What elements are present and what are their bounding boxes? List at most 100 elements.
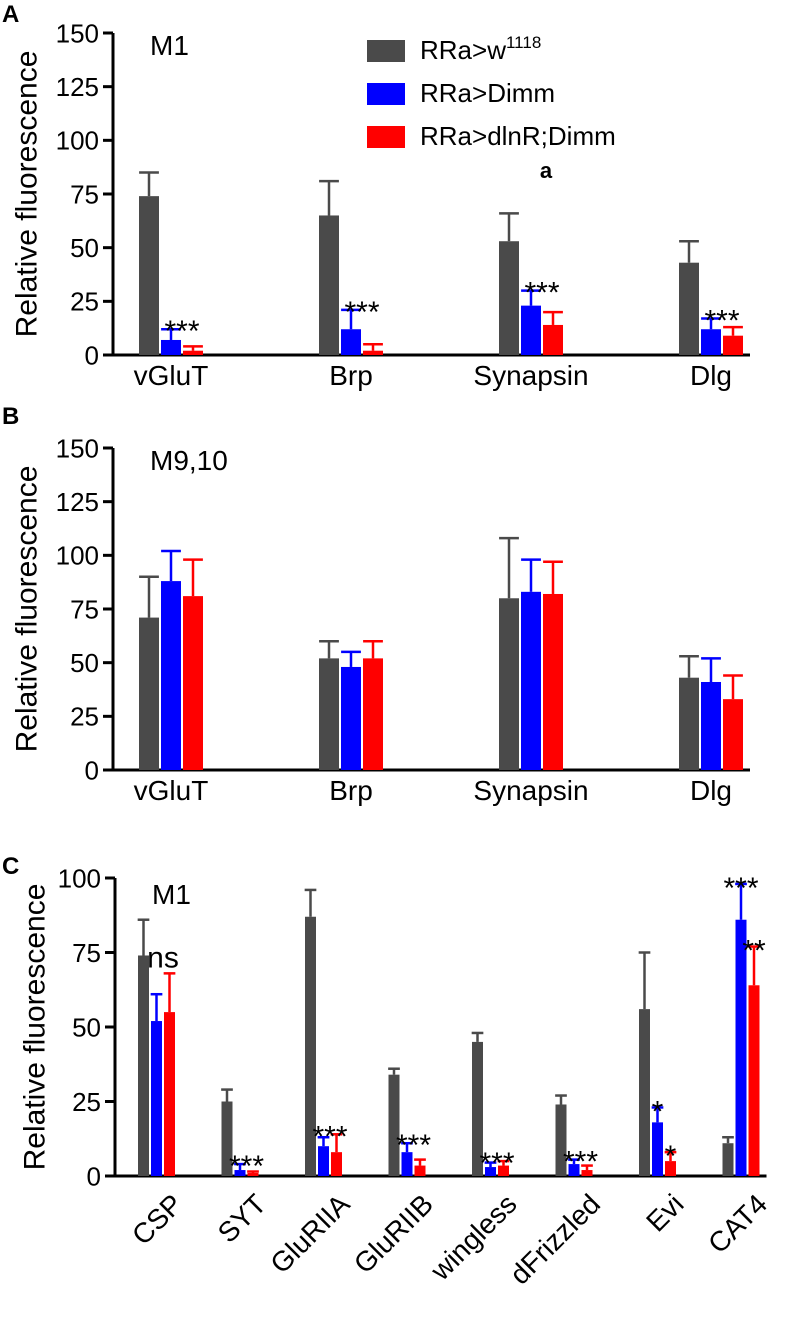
- bar-wingless-s1: [485, 1167, 496, 1176]
- bar-vglut-s1: [161, 581, 181, 770]
- legend-label-text: RRa>dlnR;Dimm: [420, 121, 616, 151]
- chart-panel-a: A Relative fluorescence 0 25 50 75 100 125 150 M1…: [2, 1, 750, 391]
- y-tick-label: 50: [70, 648, 99, 678]
- x-tick-label: Evi: [640, 1188, 689, 1237]
- legend-label-text: RRa>w: [420, 35, 506, 65]
- y-tick-label: 100: [56, 126, 99, 156]
- y-tick-label: 75: [70, 594, 99, 624]
- significance-label: ***: [396, 1129, 431, 1162]
- x-tick-label: Brp: [329, 775, 373, 806]
- bar-syt-s2: [247, 1173, 259, 1176]
- bar-brp-s2: [363, 658, 383, 770]
- y-axis-label: Relative fluorescence: [11, 51, 44, 338]
- bar-vglut-s1: [161, 339, 181, 355]
- x-tick-label: CSP: [126, 1188, 189, 1251]
- bar-gluriib-s2: [414, 1165, 426, 1176]
- bar-vglut-s0: [139, 617, 159, 770]
- bar-evi-s2: [665, 1161, 676, 1176]
- bar-dlg-s0: [679, 677, 699, 770]
- chart-panel-b: B Relative fluorescence 0 25 50 75 100 125 150 M9…: [2, 403, 750, 806]
- bar-gluriia-s1: [318, 1146, 329, 1176]
- significance-label: ***: [344, 296, 379, 329]
- bar-brp-s1: [341, 329, 361, 355]
- bar-csp-s0: [138, 955, 149, 1176]
- y-axis-label: Relative fluorescence: [19, 884, 52, 1171]
- bar-syt-s1: [234, 1170, 246, 1176]
- bar-synapsin-s2: [543, 324, 563, 355]
- bar-wingless-s2: [498, 1165, 509, 1176]
- bar-evi-s1: [652, 1122, 663, 1176]
- legend: RRa>w1118 RRa>Dimm RRa>dlnR;Dimm: [367, 33, 616, 151]
- significance-label: ns: [147, 941, 179, 974]
- significance-label: ***: [479, 1147, 514, 1180]
- legend-swatch: [367, 40, 405, 62]
- legend-label-superscript: 1118: [506, 33, 541, 52]
- panel-subtitle: M1: [152, 879, 191, 910]
- significance-label: *: [665, 1140, 677, 1173]
- x-tick-label: Synapsin: [473, 775, 588, 806]
- y-tick-label: 125: [56, 487, 99, 517]
- bar-dlg-s2: [723, 335, 743, 355]
- y-tick-label: 150: [56, 18, 99, 48]
- bar-csp-s2: [164, 1012, 175, 1176]
- bar-dlg-s1: [701, 681, 721, 770]
- y-tick-label: 150: [56, 433, 99, 463]
- x-tick-label: Synapsin: [473, 360, 588, 391]
- significance-label: ***: [524, 277, 559, 310]
- y-tick-label: 25: [70, 702, 99, 732]
- y-tick-label: 50: [70, 233, 99, 263]
- bar-gluriia-s2: [331, 1152, 342, 1176]
- bar-cat4-s1: [735, 919, 747, 1176]
- bar-syt-s0: [221, 1101, 233, 1176]
- y-tick-label: 0: [85, 755, 99, 785]
- bar-evi-s0: [639, 1009, 650, 1176]
- bar-gluriib-s1: [401, 1152, 413, 1176]
- bar-brp-s2: [363, 350, 383, 355]
- x-tick-label: dFrizzled: [504, 1188, 606, 1290]
- bar-dlg-s0: [679, 262, 699, 355]
- bar-brp-s1: [341, 666, 361, 770]
- bar-gluriia-s0: [305, 916, 316, 1176]
- y-tick-label: 125: [56, 72, 99, 102]
- x-tick-label: Dlg: [690, 360, 732, 391]
- significance-label: **: [742, 935, 766, 968]
- bar-dlg-s1: [701, 329, 721, 355]
- bar-synapsin-s2: [543, 593, 563, 770]
- x-tick-label: vGluT: [134, 360, 209, 391]
- significance-label: ***: [563, 1146, 598, 1179]
- bar-brp-s0: [319, 215, 339, 355]
- y-tick-label: 25: [70, 287, 99, 317]
- y-tick-label: 100: [58, 863, 101, 893]
- y-tick-label: 100: [56, 541, 99, 571]
- bar-cat4-s2: [748, 985, 760, 1176]
- x-tick-label: SYT: [212, 1188, 272, 1248]
- legend-label: RRa>dlnR;Dimm: [420, 121, 616, 151]
- bar-gluriib-s0: [388, 1074, 400, 1176]
- legend-label: RRa>Dimm: [420, 78, 555, 108]
- significance-label: ***: [723, 872, 758, 905]
- panel-subtitle: M1: [150, 30, 189, 61]
- y-tick-label: 50: [72, 1012, 101, 1042]
- significance-label: ***: [164, 315, 199, 348]
- bar-vglut-s0: [139, 196, 159, 355]
- bar-vglut-s2: [183, 596, 203, 770]
- x-tick-label: Brp: [329, 360, 373, 391]
- bar-dfrizzled-s0: [555, 1104, 567, 1176]
- significance-label: *: [652, 1095, 664, 1128]
- bar-cat4-s0: [722, 1143, 734, 1176]
- bar-dfrizzled-s1: [568, 1164, 580, 1176]
- significance-label: ***: [229, 1150, 264, 1183]
- significance-label: ***: [312, 1120, 347, 1153]
- legend-label-text: RRa>Dimm: [420, 78, 555, 108]
- panel-letter: B: [2, 403, 19, 430]
- y-tick-label: 75: [70, 179, 99, 209]
- bar-dfrizzled-s2: [581, 1170, 593, 1176]
- panel-subtitle: M9,10: [150, 445, 228, 476]
- panel-letter: C: [2, 853, 19, 880]
- bar-synapsin-s1: [521, 305, 541, 355]
- bar-brp-s0: [319, 658, 339, 770]
- y-tick-label: 75: [72, 938, 101, 968]
- x-tick-label: GluRIIA: [264, 1188, 355, 1279]
